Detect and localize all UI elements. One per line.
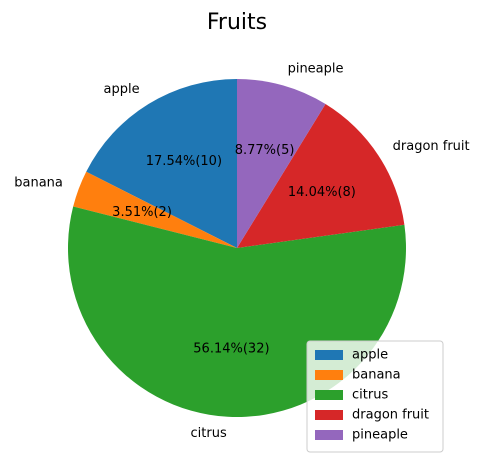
percent-label: 17.54%(10) bbox=[146, 154, 222, 169]
legend-entry-label: apple bbox=[352, 348, 388, 363]
percent-label: 3.51%(2) bbox=[112, 205, 172, 220]
pie-slice-pineaple bbox=[237, 79, 326, 248]
legend-entry-label: citrus bbox=[352, 388, 388, 403]
legend-entry-label: banana bbox=[352, 368, 401, 383]
slice-labels: apple 17.54%(10) banana 3.51%(2) citrus 56.14… bbox=[14, 62, 469, 442]
legend-entry-label: dragon fruit bbox=[352, 408, 429, 423]
percent-label: 8.77%(5) bbox=[235, 143, 295, 158]
category-label: citrus bbox=[191, 426, 227, 441]
percent-label: 14.04%(8) bbox=[288, 185, 356, 200]
legend-swatch bbox=[315, 370, 343, 380]
pie-slice-dragon-fruit bbox=[237, 104, 405, 248]
pie-slice-banana bbox=[73, 171, 237, 248]
legend: apple banana citrus dragon fruit pineaple bbox=[306, 340, 444, 453]
category-label: apple bbox=[104, 82, 140, 97]
legend-swatch bbox=[315, 350, 343, 360]
legend-swatch bbox=[315, 430, 343, 440]
legend-swatch bbox=[315, 390, 343, 400]
category-label: pineaple bbox=[288, 62, 344, 77]
category-label: dragon fruit bbox=[393, 139, 470, 154]
percent-label: 56.14%(32) bbox=[193, 342, 269, 357]
pie-slice-apple bbox=[86, 79, 237, 248]
chart-title: Fruits bbox=[207, 10, 267, 35]
legend-frame bbox=[306, 340, 444, 453]
legend-entry-label: pineaple bbox=[352, 428, 408, 443]
category-label: banana bbox=[14, 175, 63, 190]
legend-swatch bbox=[315, 410, 343, 420]
